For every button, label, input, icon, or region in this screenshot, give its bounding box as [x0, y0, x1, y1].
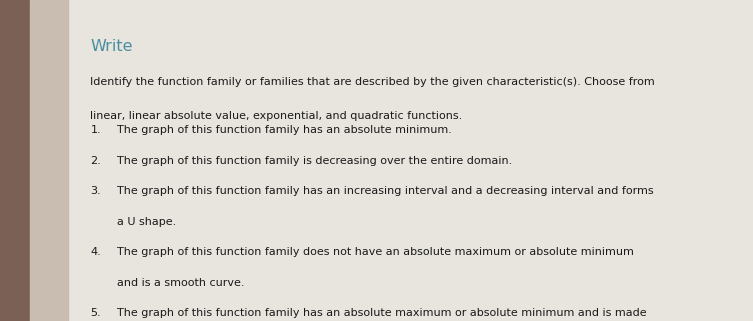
Text: 2.: 2.: [90, 156, 101, 166]
Bar: [30, 0, 68, 321]
Text: The graph of this function family is decreasing over the entire domain.: The graph of this function family is dec…: [117, 156, 512, 166]
Text: 4.: 4.: [90, 247, 101, 257]
Text: 3.: 3.: [90, 186, 101, 196]
Text: The graph of this function family has an absolute maximum or absolute minimum an: The graph of this function family has an…: [117, 308, 646, 318]
Text: and is a smooth curve.: and is a smooth curve.: [117, 278, 244, 288]
Text: The graph of this function family has an increasing interval and a decreasing in: The graph of this function family has an…: [117, 186, 654, 196]
Text: The graph of this function family has an absolute minimum.: The graph of this function family has an…: [117, 125, 452, 135]
Text: Write: Write: [90, 39, 133, 54]
Text: linear, linear absolute value, exponential, and quadratic functions.: linear, linear absolute value, exponenti…: [90, 111, 462, 121]
Text: Identify the function family or families that are described by the given charact: Identify the function family or families…: [90, 77, 655, 87]
Text: The graph of this function family does not have an absolute maximum or absolute : The graph of this function family does n…: [117, 247, 633, 257]
Bar: [0, 0, 30, 321]
Text: a U shape.: a U shape.: [117, 217, 176, 227]
Text: 5.: 5.: [90, 308, 101, 318]
Text: 1.: 1.: [90, 125, 101, 135]
